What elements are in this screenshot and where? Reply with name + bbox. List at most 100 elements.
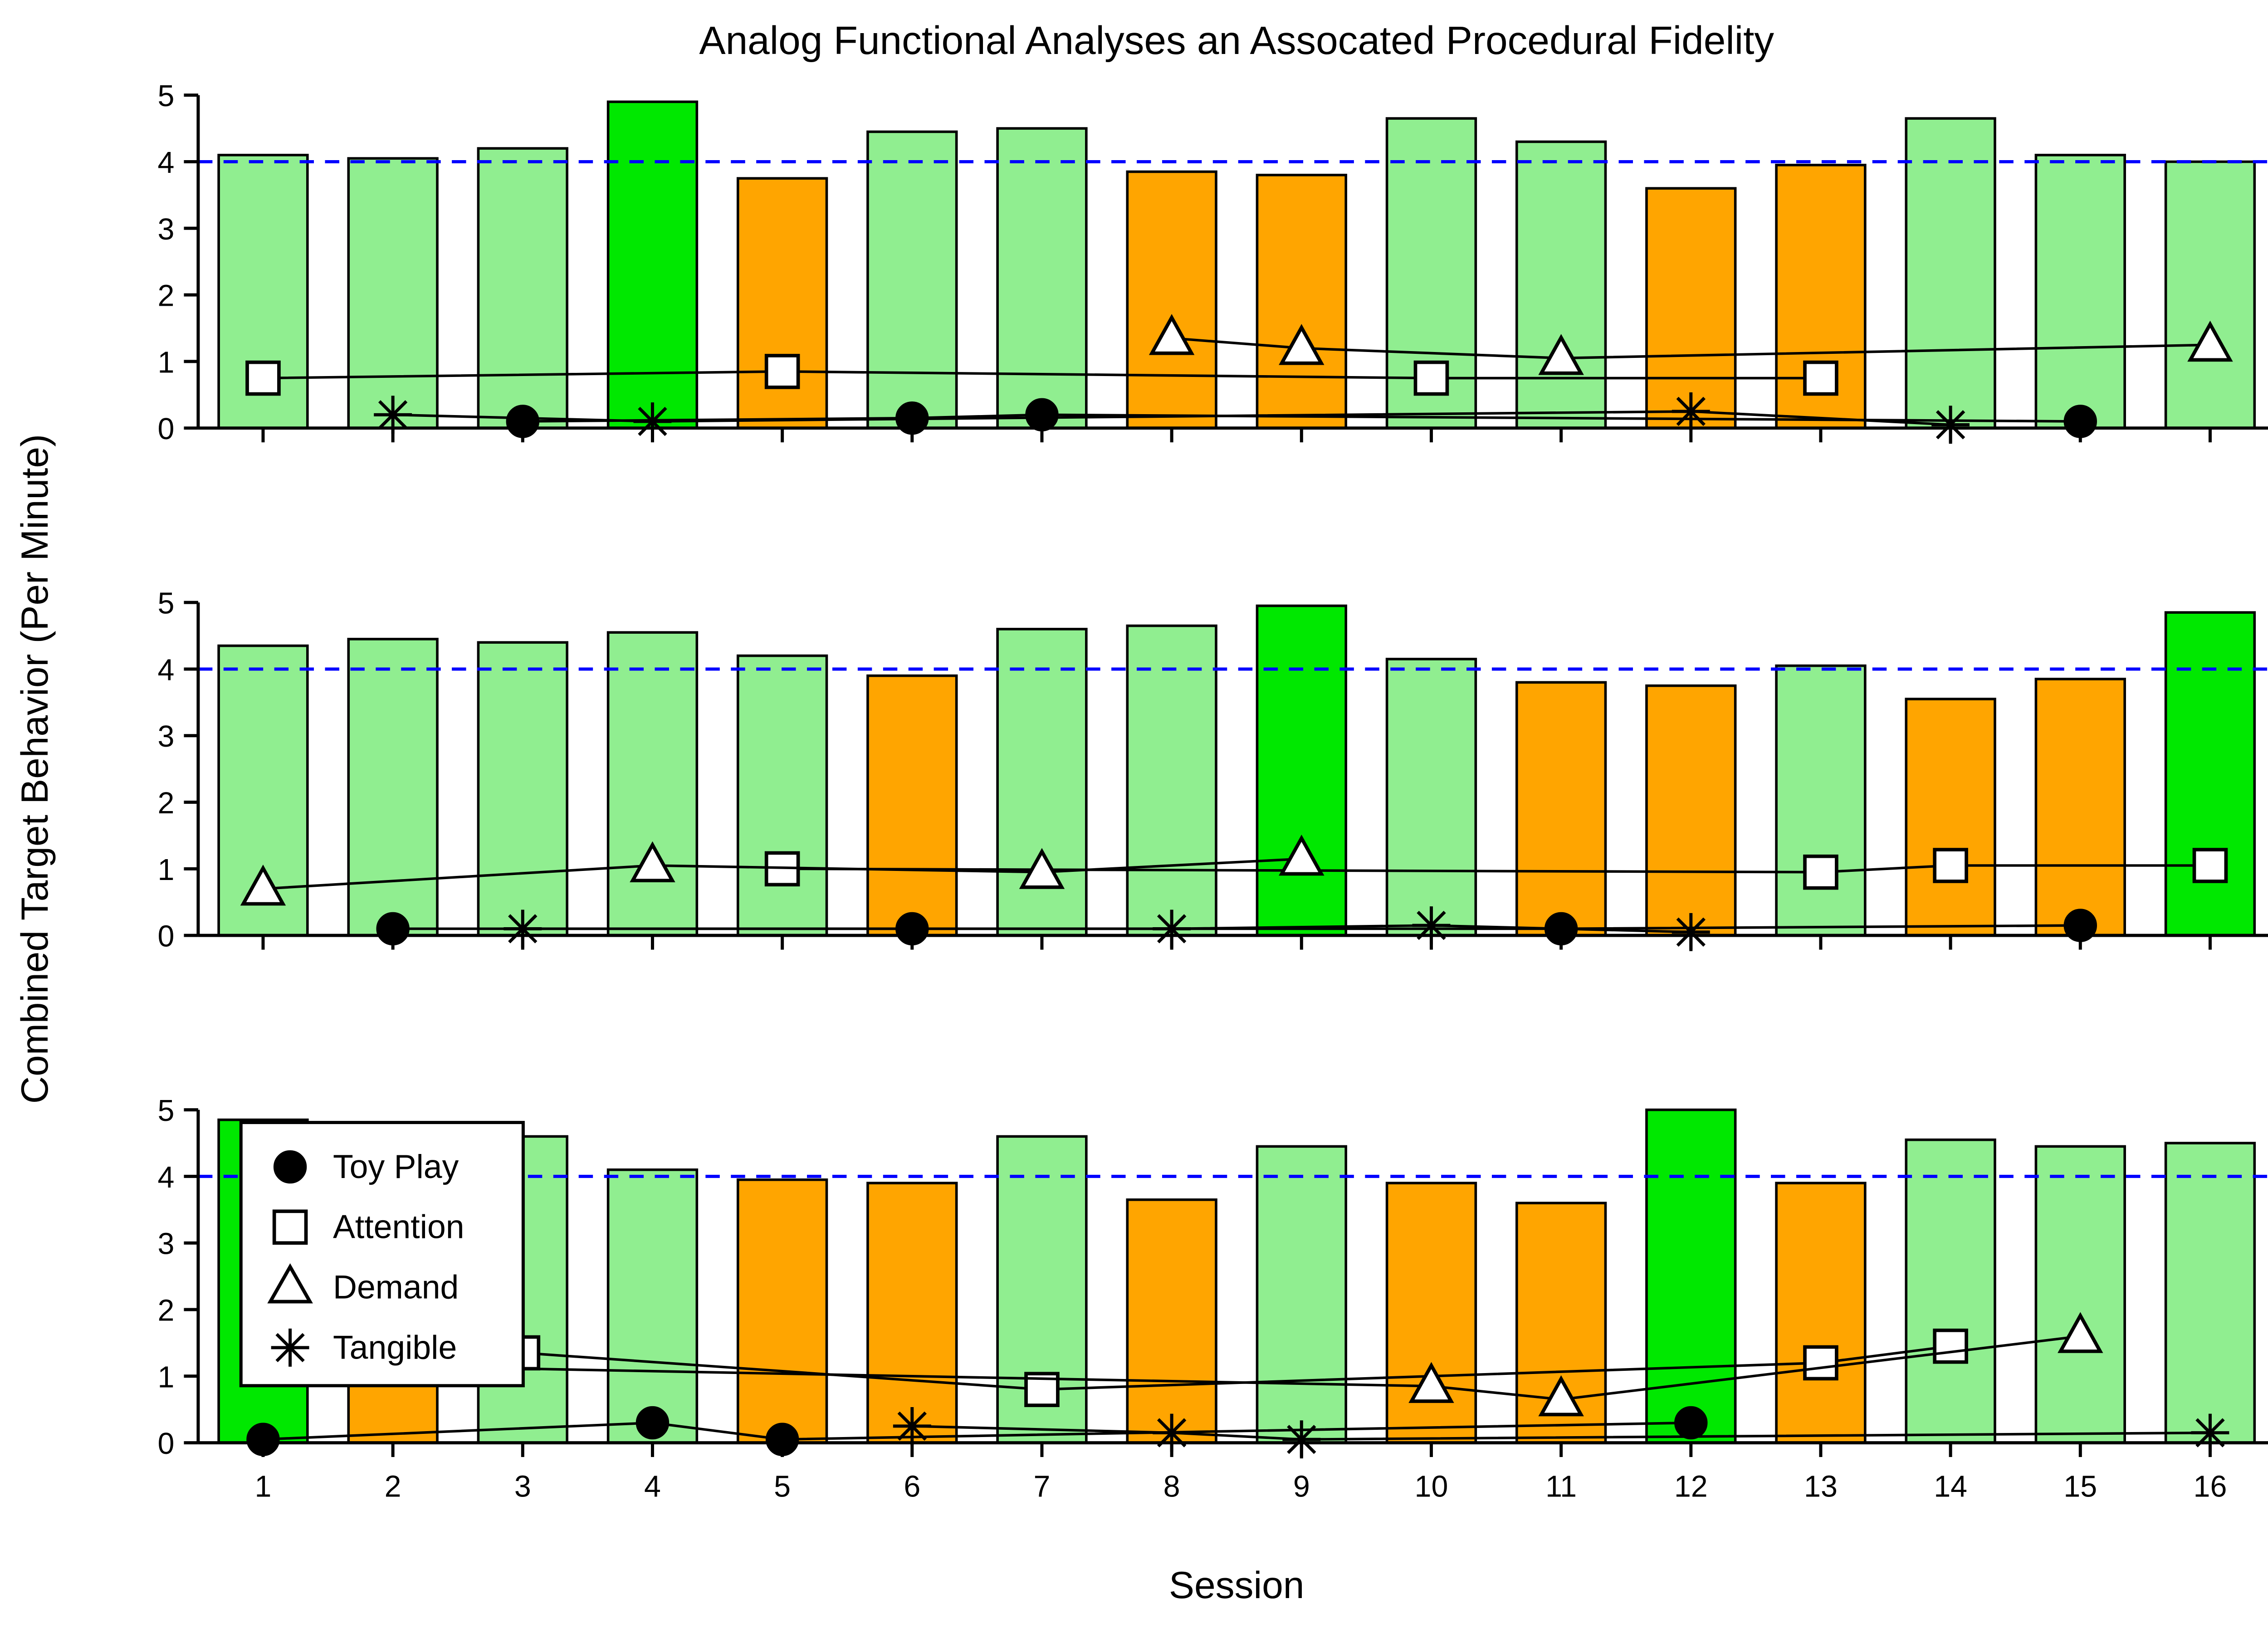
y-left-tick-label: 4 — [158, 653, 175, 687]
fidelity-bar — [1126, 1198, 1217, 1444]
toy-play-marker — [765, 1423, 799, 1456]
toy-play-marker — [635, 1406, 670, 1440]
fidelity-bar — [1385, 1182, 1477, 1444]
legend-label-attention: Attention — [333, 1208, 464, 1246]
fidelity-bar — [606, 100, 699, 430]
fidelity-bar — [1905, 1138, 1996, 1444]
attention-marker — [1803, 1345, 1838, 1381]
demand-marker — [1279, 834, 1325, 876]
fidelity-bar — [1256, 1145, 1347, 1444]
x-tick-label: 10 — [1415, 1470, 1448, 1503]
fidelity-bar — [866, 130, 958, 430]
demand-marker — [1408, 1362, 1454, 1403]
tangible-marker — [503, 909, 542, 948]
demand-marker — [2187, 320, 2233, 362]
x-tick-label: 4 — [644, 1470, 661, 1503]
y-left-tick-label: 4 — [158, 146, 175, 180]
tangible-marker — [1412, 906, 1451, 945]
fidelity-bar — [1256, 604, 1347, 937]
fidelity-bar — [736, 654, 828, 937]
fidelity-bar — [1645, 187, 1737, 430]
tangible-line — [912, 1425, 2210, 1441]
x-tick-label: 3 — [514, 1470, 531, 1503]
y-left-tick-label: 2 — [158, 1294, 175, 1327]
y-left-tick-label: 3 — [158, 213, 175, 246]
plot-panels: 0123450255075100012345025507510001234502… — [158, 79, 2268, 1503]
fidelity-bar — [1385, 658, 1477, 937]
attention-marker — [1803, 360, 1838, 396]
legend-label-tangible: Tangible — [333, 1329, 457, 1366]
fidelity-bar — [606, 631, 699, 937]
toy-play-marker — [2063, 405, 2097, 438]
y-left-tick-label: 1 — [158, 853, 175, 887]
demand-marker — [630, 841, 675, 883]
fidelity-bar — [736, 1178, 828, 1444]
x-tick-label: 15 — [2063, 1470, 2097, 1503]
demand-marker — [240, 865, 286, 906]
fidelity-bar — [1645, 1108, 1737, 1444]
toy-play-marker — [1674, 1406, 1708, 1440]
toy-play-circle-icon — [273, 1150, 307, 1184]
fidelity-bar — [1515, 681, 1607, 937]
panel-middle: 0123450255075100 — [158, 587, 2268, 953]
y-left-tick-label: 4 — [158, 1161, 175, 1194]
legend-label-demand: Demand — [333, 1269, 459, 1306]
attention-square-icon — [272, 1209, 308, 1245]
demand-triangle-icon — [267, 1263, 313, 1304]
fidelity-bar — [347, 638, 439, 937]
fidelity-bar — [2034, 678, 2126, 937]
fidelity-bar — [2164, 1142, 2256, 1444]
demand-line — [393, 1335, 2081, 1401]
fidelity-bar — [2034, 154, 2126, 430]
attention-marker — [764, 354, 800, 389]
fidelity-bar — [866, 674, 958, 937]
demand-marker — [1538, 334, 1584, 375]
x-tick-label: 14 — [1934, 1470, 1967, 1503]
attention-marker — [1933, 848, 1968, 883]
fidelity-bar — [477, 641, 568, 937]
demand-line — [1171, 337, 2210, 360]
tangible-marker — [2191, 1413, 2229, 1452]
fidelity-bar — [1905, 698, 1996, 937]
fidelity-bar — [866, 1182, 958, 1444]
tangible-marker — [893, 1407, 931, 1445]
y-left-tick-label: 2 — [158, 787, 175, 820]
tangible-line — [393, 410, 1951, 426]
chart-title: Analog Functional Analyses an Assocated … — [699, 18, 1774, 63]
y-left-tick-label: 1 — [158, 346, 175, 379]
panel-top: 0123450255075100 — [158, 79, 2268, 446]
y-left-tick-label: 1 — [158, 1360, 175, 1394]
demand-marker — [1538, 1375, 1584, 1417]
tangible-marker — [374, 396, 412, 434]
y-left-tick-label: 3 — [158, 1227, 175, 1261]
demand-marker — [2058, 1312, 2103, 1353]
legend-item-toy-play: Toy Play — [273, 1148, 459, 1185]
fidelity-bar — [2034, 1145, 2126, 1444]
fidelity-bar — [1905, 117, 1996, 430]
toy-play-line — [263, 1421, 1691, 1441]
attention-line — [263, 370, 1821, 380]
toy-play-marker — [506, 405, 540, 438]
y-left-tick-label: 2 — [158, 279, 175, 313]
y-left-tick-label: 5 — [158, 587, 175, 621]
x-tick-label: 12 — [1674, 1470, 1708, 1503]
y-left-tick-label: 3 — [158, 720, 175, 753]
fidelity-bar — [736, 177, 828, 430]
demand-marker — [1149, 314, 1195, 355]
y-left-tick-label: 0 — [158, 1427, 175, 1461]
toy-play-marker — [1025, 398, 1059, 432]
tangible-line — [523, 924, 1691, 934]
y-left-axis-label: Combined Target Behavior (Per Minute) — [13, 434, 56, 1104]
attention-marker — [1933, 1328, 1968, 1364]
fidelity-bar — [996, 628, 1088, 937]
fidelity-bar — [606, 1168, 699, 1444]
toy-play-marker — [246, 1423, 280, 1456]
legend-label-toy-play: Toy Play — [333, 1148, 459, 1185]
fidelity-bar — [996, 127, 1088, 430]
y-left-tick-label: 5 — [158, 1094, 175, 1128]
fidelity-bar — [2164, 160, 2256, 430]
x-tick-label: 7 — [1033, 1470, 1050, 1503]
fidelity-bar — [1126, 624, 1217, 937]
fidelity-bar — [1645, 684, 1737, 937]
